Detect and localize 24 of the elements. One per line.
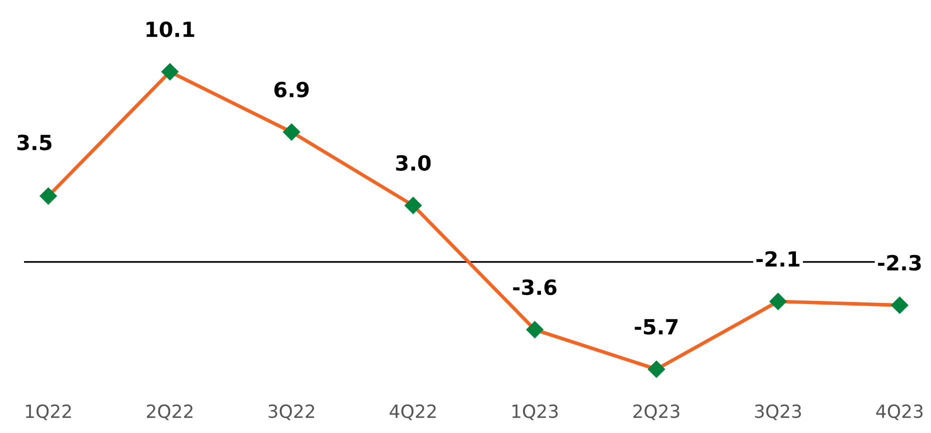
point: [283, 123, 300, 141]
point: [891, 296, 908, 314]
point: [161, 63, 178, 80]
data-label: 6.9: [274, 82, 309, 98]
data-label: -3.6: [513, 279, 556, 296]
data-label: 3.5: [17, 134, 52, 150]
point: [770, 292, 787, 310]
x-tick-label: 1Q22: [26, 404, 71, 420]
point: [648, 360, 665, 378]
data-label: -2.3: [878, 254, 921, 271]
x-tick-label: 2Q22: [146, 404, 192, 420]
x-tick-label: 3Q23: [755, 404, 801, 420]
x-tick-label: 2Q23: [633, 404, 680, 420]
x-tick-label: 4Q22: [390, 404, 436, 420]
x-tick-label: 1Q23: [512, 404, 558, 420]
data-label: 3.0: [396, 155, 431, 171]
data-label: -2.1: [756, 251, 800, 267]
data-label: 10.1: [146, 21, 194, 38]
point: [526, 321, 544, 338]
point: [404, 196, 422, 214]
x-tick-label: 3Q22: [268, 404, 314, 420]
point: [40, 187, 57, 205]
x-tick-label: 4Q23: [876, 404, 923, 420]
data-label: -5.7: [634, 319, 678, 335]
